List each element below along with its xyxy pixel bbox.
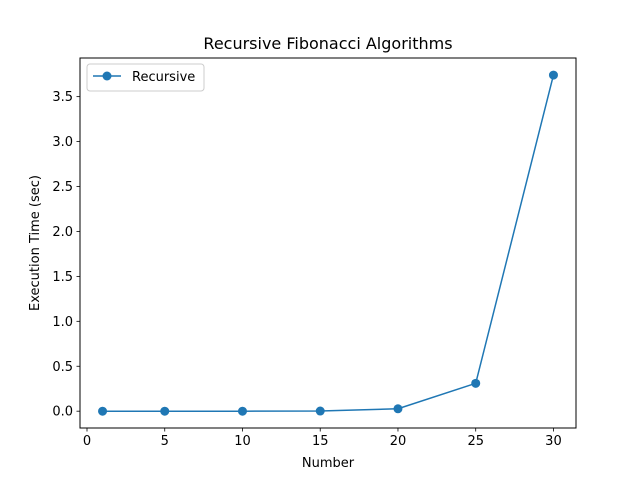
data-point [548, 70, 558, 80]
y-tick-label: 2.5 [52, 180, 73, 195]
y-tick-label: 2.0 [52, 225, 73, 240]
x-tick-label: 20 [390, 434, 407, 449]
data-point [393, 404, 403, 414]
data-point [160, 406, 170, 416]
axes-frame [79, 57, 577, 429]
y-tick-label: 3.0 [52, 135, 73, 150]
legend: Recursive [86, 63, 205, 92]
x-tick-label: 30 [545, 434, 562, 449]
legend-label-recursive: Recursive [132, 70, 195, 85]
x-tick-label: 15 [312, 434, 329, 449]
chart-title: Recursive Fibonacci Algorithms [203, 34, 452, 53]
x-tick-label: 5 [161, 434, 169, 449]
x-axis-ticks: 0 5 10 15 20 25 30 [83, 428, 562, 449]
data-point [315, 406, 325, 416]
y-tick-label: 1.5 [52, 270, 73, 285]
x-tick-label: 25 [467, 434, 484, 449]
x-tick-label: 0 [83, 434, 91, 449]
y-axis-label: Execution Time (sec) [28, 175, 43, 311]
y-axis-ticks: 0.0 0.5 1.0 1.5 2.0 2.5 3.0 3.5 [52, 90, 80, 420]
legend-marker-swatch [102, 71, 112, 81]
y-tick-label: 1.0 [52, 315, 73, 330]
y-tick-label: 0.5 [52, 360, 73, 375]
y-tick-label: 0.0 [52, 405, 73, 420]
series-layer [98, 70, 558, 416]
data-point [471, 378, 481, 388]
y-tick-label: 3.5 [52, 90, 73, 105]
data-point [237, 406, 247, 416]
x-tick-label: 10 [234, 434, 251, 449]
x-axis-label: Number [302, 456, 355, 471]
data-point [98, 406, 108, 416]
legend-box [86, 63, 205, 92]
